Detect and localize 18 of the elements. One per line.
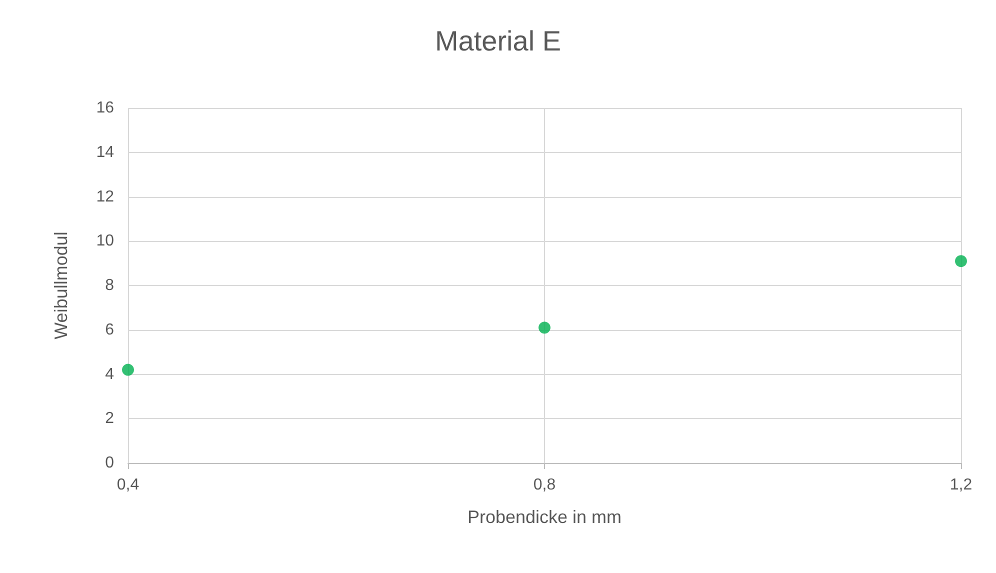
point bbox=[538, 322, 550, 334]
x-tick-label: 1,2 bbox=[950, 476, 972, 494]
x-axis-title: Probendicke in mm bbox=[467, 507, 622, 527]
point bbox=[122, 364, 134, 376]
x-tick-label: 0,8 bbox=[533, 476, 556, 494]
y-tick-label: 2 bbox=[105, 410, 114, 428]
y-tick-label: 14 bbox=[96, 144, 114, 161]
y-tick-label: 16 bbox=[96, 100, 114, 116]
y-tick-label: 4 bbox=[105, 366, 114, 383]
y-tick-label: 8 bbox=[105, 277, 114, 294]
x-tick-label: 0,4 bbox=[116, 476, 140, 494]
y-tick-label: 0 bbox=[105, 454, 114, 472]
y-tick-label: 10 bbox=[96, 232, 114, 250]
y-tick-label: 6 bbox=[105, 321, 114, 338]
chart-title: Material E bbox=[434, 26, 562, 56]
y-axis-title: Weibullmodul bbox=[51, 232, 71, 340]
y-tick-label: 12 bbox=[96, 188, 114, 206]
point bbox=[955, 255, 967, 268]
